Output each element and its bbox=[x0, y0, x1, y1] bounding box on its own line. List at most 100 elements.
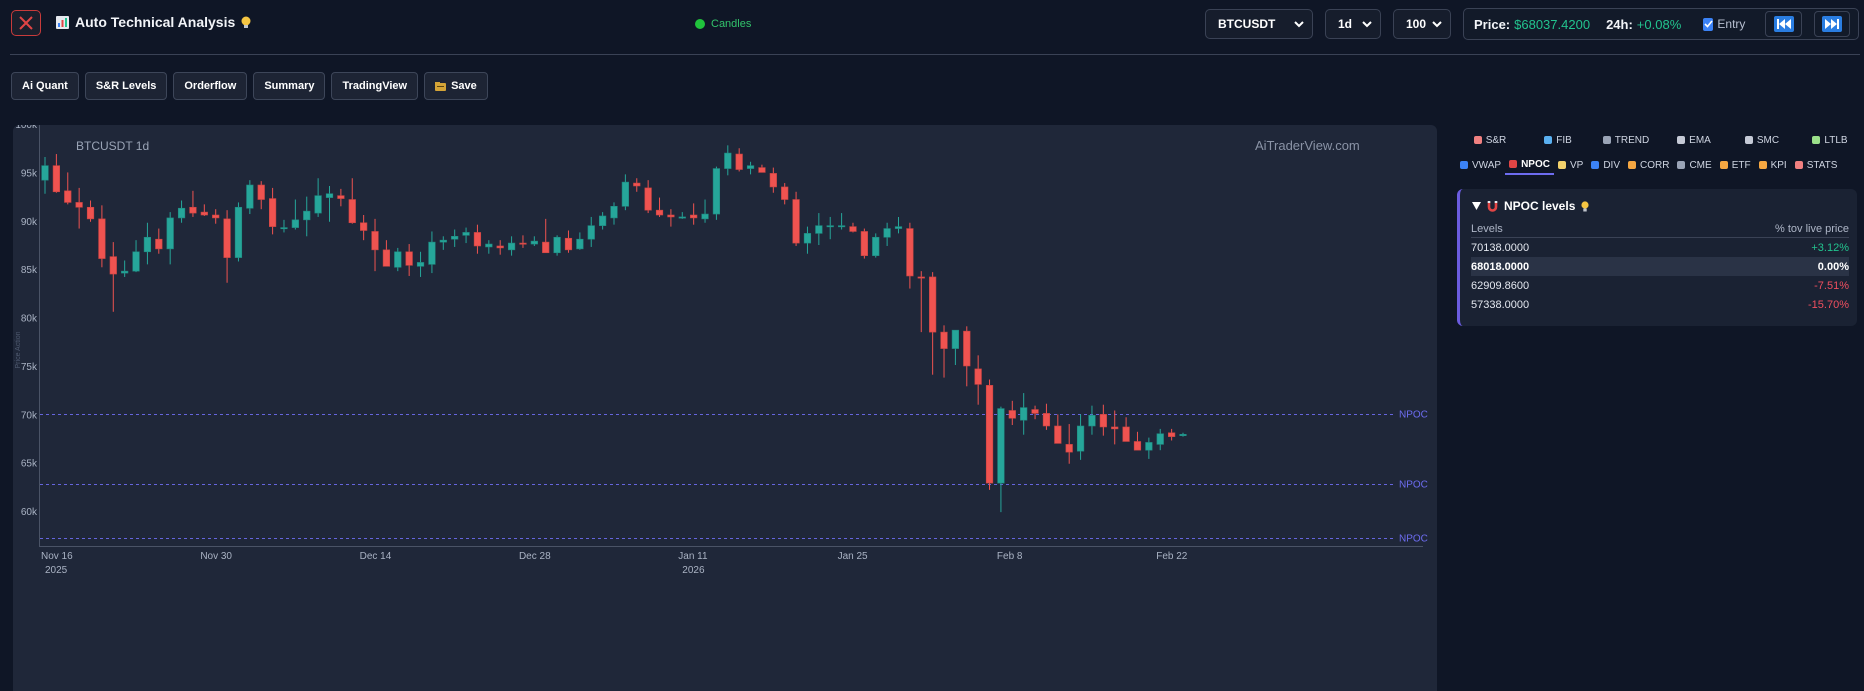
candle-body bbox=[815, 225, 823, 234]
tab-corr[interactable]: CORR bbox=[1624, 155, 1673, 175]
candle-body bbox=[1099, 414, 1107, 428]
pct-value: -7.51% bbox=[1814, 279, 1849, 292]
candle bbox=[189, 190, 197, 217]
candle-body bbox=[963, 330, 971, 367]
tab-trend[interactable]: TREND bbox=[1592, 130, 1660, 150]
table-row[interactable]: 68018.0000 0.00% bbox=[1471, 257, 1849, 276]
npoc-levels-card: NPOC levels Levels % tov live price 7013… bbox=[1457, 189, 1857, 326]
tab-sr[interactable]: S&R bbox=[1456, 130, 1524, 150]
tab-ltlb[interactable]: LTLB bbox=[1796, 130, 1864, 150]
candle-body bbox=[997, 408, 1005, 484]
candle-body bbox=[132, 251, 140, 272]
candle-body bbox=[1111, 426, 1119, 430]
candle-body bbox=[633, 182, 641, 187]
candle-body bbox=[257, 184, 265, 200]
y-tick-label: 65k bbox=[21, 459, 38, 470]
candle bbox=[1042, 403, 1051, 430]
candle bbox=[75, 187, 83, 229]
npoc-table-header: Levels % tov live price bbox=[1471, 220, 1849, 238]
candle bbox=[86, 200, 95, 222]
tab-etf[interactable]: ETF bbox=[1716, 155, 1755, 175]
candle-body bbox=[98, 218, 106, 259]
candle bbox=[530, 236, 538, 246]
candle-body bbox=[1076, 425, 1085, 452]
tab-stats[interactable]: STATS bbox=[1791, 155, 1842, 175]
corr-icon bbox=[1628, 161, 1636, 169]
price-chart-panel[interactable]: BTCUSDT 1d AiTraderView.com Price Action… bbox=[13, 125, 1437, 691]
entry-checkbox[interactable] bbox=[1703, 17, 1714, 31]
candle-body bbox=[75, 202, 83, 208]
candle-body bbox=[143, 236, 152, 253]
candle bbox=[132, 240, 140, 273]
table-row[interactable]: 70138.0000 +3.12% bbox=[1471, 238, 1849, 257]
tab-vp[interactable]: VP bbox=[1554, 155, 1587, 175]
candle-body bbox=[894, 226, 903, 229]
jump-start-button[interactable] bbox=[1765, 11, 1802, 37]
jump-end-button[interactable] bbox=[1813, 11, 1850, 37]
timeframe-select[interactable]: 1d bbox=[1325, 9, 1381, 39]
candle-body bbox=[542, 241, 550, 254]
sr-levels-button[interactable]: S&R Levels bbox=[84, 72, 168, 100]
candle-body bbox=[485, 243, 493, 248]
candle bbox=[314, 178, 322, 217]
tab-div[interactable]: DIV bbox=[1587, 155, 1624, 175]
candle bbox=[553, 235, 561, 256]
tradingview-button[interactable]: TradingView bbox=[331, 72, 419, 100]
tab-label: VWAP bbox=[1472, 159, 1502, 171]
candle bbox=[940, 325, 948, 378]
candle bbox=[929, 272, 937, 375]
tab-smc[interactable]: SMC bbox=[1728, 130, 1796, 150]
npoc-card-header[interactable]: NPOC levels bbox=[1472, 199, 1589, 213]
price-label: Price: bbox=[1474, 16, 1511, 32]
candle bbox=[223, 210, 231, 283]
candle bbox=[667, 209, 675, 227]
candle bbox=[678, 212, 686, 219]
summary-label: Summary bbox=[264, 80, 315, 92]
save-label: Save bbox=[451, 80, 477, 92]
candle bbox=[257, 181, 265, 210]
candle-body bbox=[314, 195, 322, 214]
candle-body bbox=[177, 207, 186, 219]
candle bbox=[1156, 428, 1164, 451]
summary-button[interactable]: Summary bbox=[253, 72, 326, 100]
candle-body bbox=[451, 235, 459, 240]
level-value: 70138.0000 bbox=[1471, 241, 1530, 254]
tab-ema[interactable]: EMA bbox=[1660, 130, 1728, 150]
orderflow-button[interactable]: Orderflow bbox=[173, 72, 248, 100]
symbol-select[interactable]: BTCUSDT bbox=[1205, 9, 1313, 39]
tab-fib[interactable]: FIB bbox=[1524, 130, 1592, 150]
candle-body bbox=[1088, 415, 1096, 427]
candle-body bbox=[268, 198, 277, 227]
ai-quant-button[interactable]: Ai Quant bbox=[11, 72, 79, 100]
candle bbox=[473, 224, 482, 254]
tab-npoc[interactable]: NPOC bbox=[1505, 155, 1554, 175]
table-row[interactable]: 57338.0000 -15.70% bbox=[1471, 295, 1849, 314]
price-box: Price: $68037.4200 24h: +0.08% Entry bbox=[1463, 8, 1859, 40]
candle bbox=[1122, 417, 1130, 442]
candle bbox=[109, 242, 117, 312]
candle-body bbox=[473, 232, 482, 247]
candle-body bbox=[155, 238, 163, 250]
tab-cme[interactable]: CME bbox=[1673, 155, 1715, 175]
bar-count-select[interactable]: 100 bbox=[1393, 9, 1451, 39]
tab-vwap[interactable]: VWAP bbox=[1456, 155, 1505, 175]
etf-icon bbox=[1719, 161, 1728, 169]
candlestick-chart[interactable]: BTCUSDT 1d AiTraderView.com Price Action… bbox=[13, 125, 1437, 691]
table-row[interactable]: 62909.8600 -7.51% bbox=[1471, 276, 1849, 295]
candle-body bbox=[792, 199, 800, 244]
candle bbox=[792, 191, 800, 246]
candle-body bbox=[394, 251, 402, 268]
skip-back-icon bbox=[1776, 19, 1791, 29]
candle bbox=[348, 178, 356, 224]
candle bbox=[1099, 404, 1107, 436]
level-value: 62909.8600 bbox=[1471, 279, 1530, 292]
candle bbox=[1020, 393, 1028, 435]
magnet-icon bbox=[1487, 200, 1498, 212]
save-button[interactable]: Save bbox=[424, 72, 488, 100]
chart-watermark: AiTraderView.com bbox=[1255, 138, 1360, 153]
tab-kpi[interactable]: KPI bbox=[1755, 155, 1791, 175]
candle-body bbox=[1179, 434, 1187, 436]
candle bbox=[1054, 414, 1062, 444]
candle bbox=[974, 355, 982, 405]
close-button[interactable] bbox=[11, 10, 41, 36]
